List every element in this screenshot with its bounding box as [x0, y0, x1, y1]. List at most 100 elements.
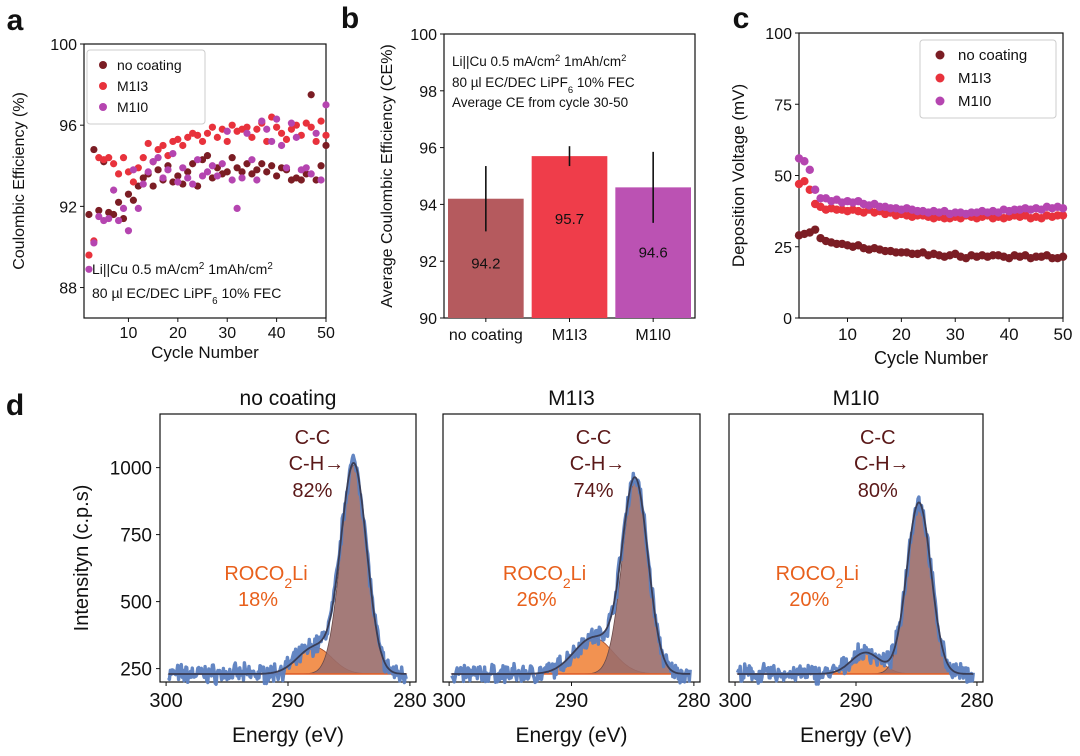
y-tick-label: 1000 [110, 459, 152, 480]
data-point [322, 131, 330, 139]
y-tick-label: 100 [50, 37, 77, 54]
data-point [223, 168, 231, 176]
cc-ch-peak-fill [736, 501, 975, 675]
data-point [317, 176, 325, 184]
annotation-line-2: 80 µl EC/DEC LiPF6​ 10% FEC [452, 75, 635, 96]
data-point [307, 170, 315, 178]
data-point [208, 162, 217, 170]
data-point [292, 133, 300, 141]
x-tick-label: 30 [946, 325, 965, 344]
data-point [258, 160, 266, 168]
data-point [263, 125, 271, 133]
data-point [1058, 204, 1068, 213]
data-point [164, 166, 172, 174]
data-point [243, 160, 251, 168]
y-tick-label: 0 [783, 311, 792, 328]
x-tick-label: 10 [120, 325, 138, 342]
data-point [312, 176, 320, 184]
y-axis-label: Coulombic Efficiency (%) [11, 92, 28, 270]
data-point [144, 139, 152, 148]
data-point [149, 158, 157, 166]
data-point [129, 166, 137, 174]
panel-title: M1I0 [833, 387, 880, 410]
legend-frame [919, 39, 1057, 119]
y-tick-label: 100 [410, 27, 437, 44]
data-point [248, 133, 256, 141]
annotation-line-1: Li||Cu 0.5 mA/cm2​ 1mAh/cm2​ [92, 261, 273, 278]
panel-title: M1I3 [548, 387, 595, 410]
data-point [253, 166, 261, 174]
data-point [223, 127, 231, 135]
data-point [105, 154, 113, 162]
cc-percent-label: 80% [858, 480, 898, 502]
data-point [208, 123, 217, 131]
data-point [277, 129, 286, 137]
legend-label: M1I0 [958, 93, 991, 110]
ch-label: C-H→ [570, 453, 626, 475]
x-tick-label: 300 [432, 690, 465, 712]
cc-percent-label: 74% [574, 480, 614, 502]
data-point [228, 176, 236, 184]
data-point [179, 164, 187, 172]
data-point [184, 168, 192, 176]
data-point [317, 162, 325, 170]
data-point [312, 129, 320, 137]
xps-panel: M1I3 300 290 280 Energy (eV) C-C C-H→ 74% ROCO2​… [432, 387, 710, 747]
data-point [307, 91, 315, 99]
legend-label: M1I3 [117, 78, 148, 94]
data-point [184, 174, 192, 182]
data-point [287, 125, 296, 133]
y-tick-label: 92 [59, 199, 77, 216]
annotation-line-2: 80 µl EC/DEC LiPF6​ 10% FEC [92, 285, 281, 307]
data-point [95, 206, 103, 215]
data-point [312, 137, 320, 146]
x-tick-label: 10 [838, 325, 857, 344]
x-axis-label: Energy (eV) [515, 724, 627, 747]
fit-envelope-line [737, 501, 974, 675]
data-point [110, 160, 118, 168]
x-axis-label: Cycle Number [151, 343, 259, 362]
ch-label: C-H→ [854, 453, 910, 475]
roco2li-percent-label: 18% [238, 589, 278, 611]
axes-frame [83, 43, 327, 319]
data-point [193, 156, 202, 164]
data-point [273, 172, 281, 180]
x-tick-label: 300 [718, 690, 751, 712]
roco2li-label: ROCO2​Li [776, 563, 859, 591]
data-point [159, 141, 167, 150]
annotation-line-3: Average CE from cycle 30-50 [452, 95, 628, 110]
x-axis-label: Energy (eV) [232, 724, 344, 747]
data-point [248, 170, 256, 178]
legend-label: M1I3 [958, 70, 991, 87]
data-point [238, 168, 246, 176]
x-axis-label: Energy (eV) [800, 724, 912, 747]
data-point [213, 133, 221, 141]
data-point [154, 145, 162, 154]
data-point [119, 204, 128, 212]
data-point [154, 166, 162, 174]
data-point [218, 160, 226, 168]
roco2li-percent-label: 20% [789, 589, 829, 611]
data-point [114, 170, 123, 178]
data-point [110, 186, 118, 194]
data-point [198, 137, 207, 146]
data-point [114, 216, 123, 225]
legend-marker [99, 61, 107, 69]
legend: no coating M1I3 M1I0 [919, 39, 1057, 119]
legend: no coating M1I3 M1I0 [86, 49, 206, 125]
x-tick-label: 40 [1000, 325, 1019, 344]
data-point [277, 141, 286, 150]
data-point [253, 125, 261, 133]
data-point [203, 152, 212, 160]
data-point [198, 172, 207, 180]
bar [531, 156, 608, 318]
x-tick-label: 50 [317, 325, 335, 342]
data-point [129, 178, 137, 186]
x-tick-label: 290 [555, 690, 588, 712]
x-tick-label: 30 [218, 325, 236, 342]
x-tick-label: 280 [677, 690, 710, 712]
roco2li-label: ROCO2​Li [224, 563, 307, 591]
data-point [105, 214, 113, 223]
y-tick-label: 90 [419, 311, 437, 328]
